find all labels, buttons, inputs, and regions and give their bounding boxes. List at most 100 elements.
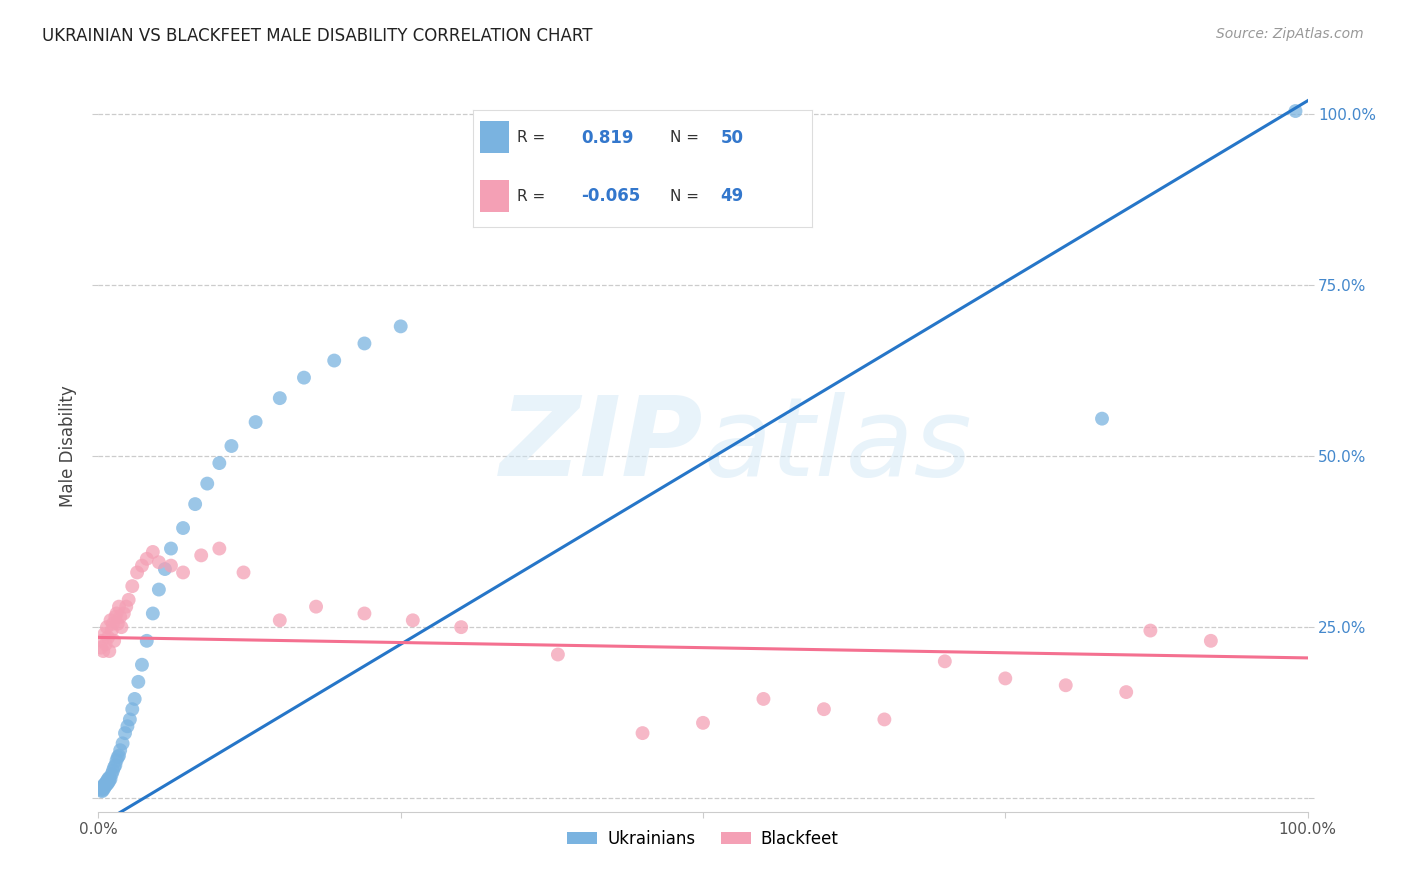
Text: UKRAINIAN VS BLACKFEET MALE DISABILITY CORRELATION CHART: UKRAINIAN VS BLACKFEET MALE DISABILITY C…: [42, 27, 593, 45]
Point: [115, 599, 138, 614]
Point: [98, 771, 121, 785]
Point: [752, 692, 775, 706]
Point: [813, 702, 835, 716]
Point: [105, 607, 128, 621]
Point: [104, 758, 127, 772]
Point: [195, 476, 218, 491]
Point: [91, 644, 114, 658]
Point: [450, 620, 472, 634]
Point: [934, 654, 956, 668]
Point: [148, 582, 170, 597]
Point: [93, 777, 115, 791]
Point: [100, 772, 122, 786]
Point: [190, 549, 212, 563]
Point: [873, 713, 896, 727]
Point: [91, 784, 114, 798]
Point: [389, 319, 412, 334]
Point: [93, 627, 115, 641]
Text: ZIP: ZIP: [499, 392, 703, 500]
Point: [153, 562, 176, 576]
Point: [1054, 678, 1077, 692]
Point: [107, 750, 129, 764]
Point: [323, 353, 346, 368]
Point: [90, 640, 112, 655]
Point: [91, 780, 114, 795]
Point: [121, 702, 143, 716]
Point: [1139, 624, 1161, 638]
Point: [305, 599, 328, 614]
Point: [100, 624, 122, 638]
Point: [1199, 633, 1222, 648]
Point: [121, 579, 143, 593]
Point: [142, 607, 165, 621]
Point: [208, 456, 231, 470]
Point: [96, 777, 118, 791]
Point: [1115, 685, 1137, 699]
Point: [98, 644, 121, 658]
Point: [96, 620, 118, 634]
Point: [100, 767, 122, 781]
Point: [221, 439, 243, 453]
Point: [90, 782, 112, 797]
Point: [118, 713, 141, 727]
Point: [91, 633, 114, 648]
Point: [402, 613, 425, 627]
Point: [114, 726, 136, 740]
Point: [94, 779, 117, 793]
Point: [103, 633, 125, 648]
Point: [994, 672, 1017, 686]
Point: [547, 648, 569, 662]
Point: [135, 633, 157, 648]
Point: [101, 616, 124, 631]
Point: [97, 776, 120, 790]
Point: [160, 541, 183, 556]
Point: [269, 391, 291, 405]
Point: [105, 754, 128, 768]
Point: [131, 657, 153, 672]
Point: [93, 780, 115, 795]
Point: [160, 558, 183, 573]
Point: [292, 370, 315, 384]
Point: [94, 637, 117, 651]
Point: [184, 497, 207, 511]
Point: [100, 613, 122, 627]
Point: [172, 566, 194, 580]
Point: [108, 748, 131, 763]
Point: [245, 415, 267, 429]
Point: [108, 610, 131, 624]
Point: [208, 541, 231, 556]
Point: [104, 610, 127, 624]
Point: [135, 551, 157, 566]
Point: [117, 719, 139, 733]
Point: [112, 607, 135, 621]
Point: [353, 336, 375, 351]
Point: [232, 566, 254, 580]
Legend: Ukrainians, Blackfeet: Ukrainians, Blackfeet: [561, 823, 845, 855]
Point: [692, 715, 714, 730]
Point: [1284, 103, 1306, 118]
Point: [111, 736, 134, 750]
Text: atlas: atlas: [703, 392, 972, 500]
Point: [91, 782, 114, 797]
Point: [148, 555, 170, 569]
Point: [98, 774, 121, 789]
Point: [107, 616, 129, 631]
Point: [91, 779, 114, 793]
Point: [96, 774, 118, 789]
Point: [269, 613, 291, 627]
Text: Source: ZipAtlas.com: Source: ZipAtlas.com: [1216, 27, 1364, 41]
Point: [353, 607, 375, 621]
Point: [172, 521, 194, 535]
Point: [94, 776, 117, 790]
Y-axis label: Male Disability: Male Disability: [59, 385, 77, 507]
Point: [631, 726, 654, 740]
Point: [103, 760, 125, 774]
Point: [110, 620, 132, 634]
Point: [108, 599, 131, 614]
Point: [1091, 411, 1114, 425]
Point: [131, 558, 153, 573]
Point: [127, 566, 149, 580]
Point: [97, 772, 120, 786]
Point: [124, 692, 146, 706]
Point: [108, 743, 131, 757]
